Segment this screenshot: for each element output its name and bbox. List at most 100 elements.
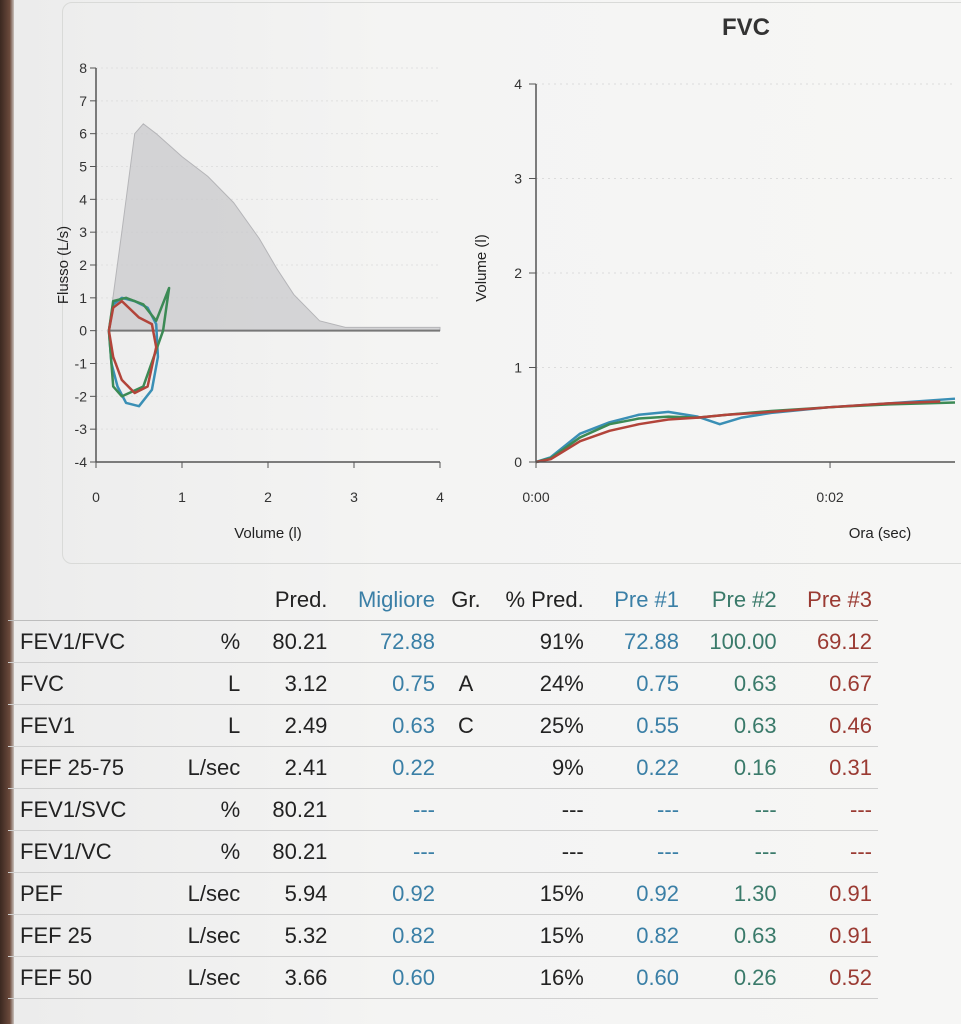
x-axis-title: Volume (l) bbox=[234, 525, 302, 542]
cell-pct: --- bbox=[490, 788, 590, 831]
cell-unit: L/sec bbox=[159, 872, 247, 915]
y-tick-label: 7 bbox=[79, 93, 87, 109]
cell-pct: 25% bbox=[490, 704, 590, 747]
x-tick-label: 0:02 bbox=[816, 489, 843, 505]
cell-name: FEV1 bbox=[8, 704, 160, 747]
table-row: FEV1/FVC% 80.21 72.88 91% 72.88 100.00 69.12 bbox=[8, 620, 878, 663]
cell-p3: --- bbox=[782, 788, 878, 831]
cell-pred: 3.12 bbox=[246, 662, 334, 705]
header-pre-2: Pre #2 bbox=[685, 580, 783, 621]
y-tick-label: 1 bbox=[79, 290, 87, 306]
cell-gr bbox=[441, 914, 491, 957]
cell-p2: 0.63 bbox=[685, 914, 783, 957]
cell-pct: 24% bbox=[490, 662, 590, 705]
cell-gr bbox=[441, 830, 491, 873]
header-best: Migliore bbox=[333, 580, 441, 621]
cell-gr bbox=[441, 956, 491, 999]
results-table: Pred. Migliore Gr. % Pred. Pre #1 Pre #2… bbox=[8, 580, 878, 999]
predicted-envelope bbox=[108, 123, 441, 332]
cell-p2: --- bbox=[685, 830, 783, 873]
cell-p1: --- bbox=[589, 788, 686, 831]
cell-gr: A bbox=[441, 662, 491, 705]
cell-pct: 15% bbox=[490, 872, 590, 915]
y-tick-label: -1 bbox=[75, 356, 88, 372]
y-tick-label: 2 bbox=[79, 257, 87, 273]
flow-volume-chart: 8 7 6 5 4 3 2 1 0 -1 -2 -3 -4 0 1 2 3 4 Volume (l) Flusso (… bbox=[55, 60, 444, 542]
table-row: FEF 25 L/sec 5.32 0.82 15% 0.82 0.63 0.91 bbox=[8, 914, 878, 957]
cell-name: FEV1/SVC bbox=[8, 788, 160, 831]
cell-pred: 80.21 bbox=[246, 620, 334, 663]
y-tick-label: 3 bbox=[514, 171, 522, 187]
cell-p2: 0.26 bbox=[685, 956, 783, 999]
cell-p2: --- bbox=[685, 788, 783, 831]
series-line-pre3 bbox=[535, 400, 941, 464]
table-header-row: Pred. Migliore Gr. % Pred. Pre #1 Pre #2… bbox=[8, 580, 878, 621]
cell-gr bbox=[441, 620, 491, 663]
table-row: FEV1 L 2.49 0.63 C 25% 0.55 0.63 0.46 bbox=[8, 704, 878, 747]
cell-unit: L bbox=[159, 704, 247, 747]
y-tick-label: 3 bbox=[79, 224, 87, 240]
cell-name: FEV1/FVC bbox=[8, 620, 160, 663]
cell-best: 72.88 bbox=[333, 620, 441, 663]
cell-pred: 5.32 bbox=[246, 914, 334, 957]
cell-unit: % bbox=[159, 788, 247, 831]
cell-p2: 0.63 bbox=[685, 704, 783, 747]
cell-p2: 0.63 bbox=[685, 662, 783, 705]
series-line-pre2 bbox=[107, 286, 171, 398]
y-tick-label: -4 bbox=[75, 454, 88, 470]
header-pct-pred: % Pred. bbox=[490, 580, 590, 621]
y-tick-label: 0 bbox=[514, 454, 522, 470]
cell-unit: % bbox=[159, 830, 247, 873]
cell-best: --- bbox=[333, 788, 441, 831]
y-tick-label: 1 bbox=[514, 360, 522, 376]
cell-name: PEF bbox=[8, 872, 160, 915]
cell-best: 0.92 bbox=[333, 872, 441, 915]
cell-p3: 0.46 bbox=[782, 704, 878, 747]
y-tick-label: 6 bbox=[79, 126, 87, 142]
x-axis-title: Ora (sec) bbox=[849, 525, 912, 542]
cell-unit: L/sec bbox=[159, 914, 247, 957]
y-tick-label: 4 bbox=[514, 76, 522, 92]
y-tick-label: -2 bbox=[75, 388, 88, 404]
cell-name: FEF 50 bbox=[8, 956, 160, 999]
cell-best: 0.60 bbox=[333, 956, 441, 999]
cell-pct: 15% bbox=[490, 914, 590, 957]
cell-p1: 0.22 bbox=[589, 746, 686, 789]
y-tick-label: 4 bbox=[79, 191, 87, 207]
table-row: PEF L/sec 5.94 0.92 15% 0.92 1.30 0.91 bbox=[8, 872, 878, 915]
cell-name: FEF 25 bbox=[8, 914, 160, 957]
x-tick-label: 4 bbox=[436, 489, 444, 505]
cell-best: 0.75 bbox=[333, 662, 441, 705]
cell-best: 0.22 bbox=[333, 746, 441, 789]
cell-pct: 91% bbox=[490, 620, 590, 663]
cell-gr bbox=[441, 872, 491, 915]
cell-p3: 0.91 bbox=[782, 914, 878, 957]
cell-p1: 0.75 bbox=[589, 662, 686, 705]
cell-p1: 0.60 bbox=[589, 956, 686, 999]
report-title: FVC bbox=[722, 14, 770, 41]
x-tick-label: 0:00 bbox=[522, 489, 549, 505]
y-tick-label: 2 bbox=[514, 265, 522, 281]
series-line-pre3 bbox=[107, 299, 158, 395]
cell-gr bbox=[441, 746, 491, 789]
table-row: FEV1/SVC% 80.21 --- --- --- --- --- bbox=[8, 788, 878, 831]
series-line-pre2 bbox=[535, 401, 956, 464]
cell-unit: % bbox=[159, 620, 247, 663]
header-grade: Gr. bbox=[441, 580, 491, 621]
y-axis-title: Flusso (L/s) bbox=[55, 226, 72, 304]
cell-p1: --- bbox=[589, 830, 686, 873]
cell-p3: 0.31 bbox=[782, 746, 878, 789]
y-axis-title: Volume (l) bbox=[473, 234, 490, 302]
cell-p1: 72.88 bbox=[589, 620, 686, 663]
cell-p1: 0.55 bbox=[589, 704, 686, 747]
cell-p2: 1.30 bbox=[685, 872, 783, 915]
cell-p3: 0.52 bbox=[782, 956, 878, 999]
header-unit bbox=[159, 580, 247, 621]
cell-gr: C bbox=[441, 704, 491, 747]
cell-p3: 0.67 bbox=[782, 662, 878, 705]
x-tick-label: 2 bbox=[264, 489, 272, 505]
y-tick-label: 5 bbox=[79, 159, 87, 175]
table-row: FEF 25-75 L/sec 2.41 0.22 9% 0.22 0.16 0.31 bbox=[8, 746, 878, 789]
y-tick-label: 8 bbox=[79, 60, 87, 76]
cell-pred: 3.66 bbox=[246, 956, 334, 999]
